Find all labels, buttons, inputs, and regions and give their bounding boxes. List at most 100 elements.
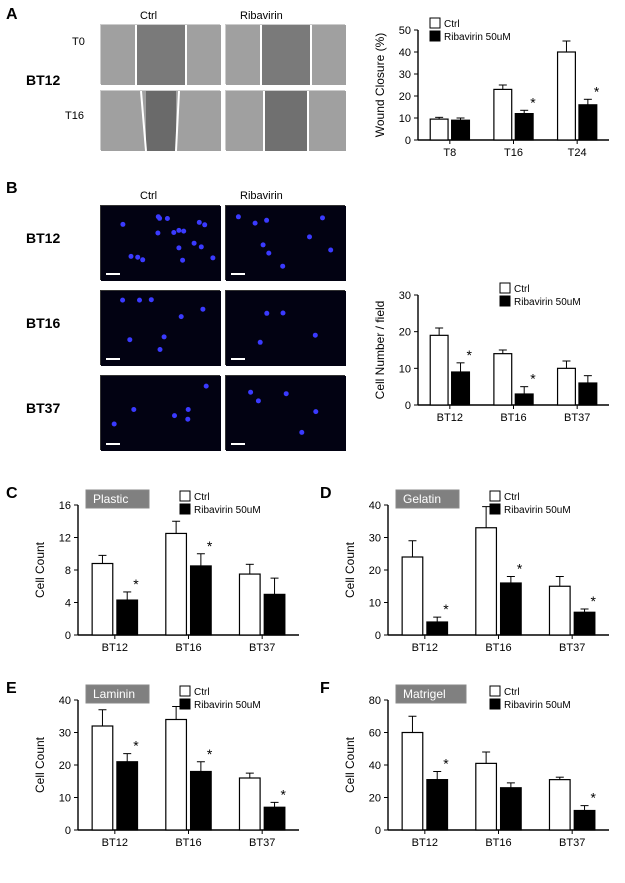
- ctrl-header-b: Ctrl: [140, 190, 157, 202]
- svg-text:80: 80: [369, 695, 381, 707]
- riba-header-b: Ribavirin: [240, 190, 283, 202]
- fluor-riba-bt37: [225, 375, 345, 450]
- svg-text:Cell Count: Cell Count: [33, 541, 47, 598]
- svg-text:8: 8: [65, 565, 71, 577]
- scratch-riba-t0: [225, 24, 345, 84]
- svg-text:50: 50: [399, 25, 411, 37]
- svg-text:20: 20: [399, 327, 411, 339]
- svg-text:10: 10: [399, 113, 411, 125]
- panel-f-label: F: [320, 680, 330, 698]
- panel-c-label: C: [6, 485, 18, 503]
- panel-e-label: E: [6, 680, 17, 698]
- svg-text:T16: T16: [504, 147, 523, 159]
- svg-text:Ribavirin 50uM: Ribavirin 50uM: [194, 505, 261, 516]
- svg-text:BT37: BT37: [249, 837, 275, 849]
- svg-text:*: *: [530, 94, 536, 110]
- fluor-ctrl-bt16: [100, 290, 220, 365]
- svg-text:Ctrl: Ctrl: [504, 687, 520, 698]
- svg-text:Ctrl: Ctrl: [194, 492, 210, 503]
- svg-text:Ribavirin 50uM: Ribavirin 50uM: [194, 700, 261, 711]
- svg-text:10: 10: [59, 793, 71, 805]
- svg-text:Ribavirin 50uM: Ribavirin 50uM: [504, 505, 571, 516]
- svg-text:BT12: BT12: [412, 837, 438, 849]
- svg-text:40: 40: [369, 760, 381, 772]
- svg-text:Ribavirin 50uM: Ribavirin 50uM: [504, 700, 571, 711]
- svg-text:Ctrl: Ctrl: [504, 492, 520, 503]
- svg-text:Ctrl: Ctrl: [194, 687, 210, 698]
- svg-text:Wound Closure (%): Wound Closure (%): [373, 33, 387, 137]
- svg-text:*: *: [443, 601, 449, 617]
- svg-text:*: *: [133, 738, 139, 754]
- svg-text:Cell Count: Cell Count: [343, 736, 357, 793]
- svg-text:BT37: BT37: [559, 837, 585, 849]
- svg-text:0: 0: [405, 400, 411, 412]
- svg-text:40: 40: [399, 47, 411, 59]
- svg-text:BT16: BT16: [175, 837, 201, 849]
- bt12-label-b: BT12: [26, 230, 60, 246]
- svg-text:T8: T8: [443, 147, 456, 159]
- panel-d-label: D: [320, 485, 332, 503]
- t0-label: T0: [72, 36, 85, 48]
- bt37-label-b: BT37: [26, 400, 60, 416]
- svg-text:Cell Count: Cell Count: [33, 736, 47, 793]
- svg-text:Cell Count: Cell Count: [343, 541, 357, 598]
- fluor-ctrl-bt12: [100, 205, 220, 280]
- svg-text:BT12: BT12: [102, 642, 128, 654]
- svg-text:20: 20: [399, 91, 411, 103]
- svg-text:BT16: BT16: [485, 642, 511, 654]
- svg-text:20: 20: [59, 760, 71, 772]
- plastic-chart: 0481216Cell CountPlastic*BT12*BT16BT37Ct…: [30, 485, 305, 665]
- svg-text:Laminin: Laminin: [93, 687, 135, 701]
- svg-text:BT37: BT37: [559, 642, 585, 654]
- svg-text:Ribavirin 50uM: Ribavirin 50uM: [514, 297, 581, 308]
- svg-text:*: *: [591, 790, 597, 806]
- gelatin-chart: 010203040Cell CountGelatin*BT12*BT16*BT3…: [340, 485, 615, 665]
- ctrl-header-a: Ctrl: [140, 10, 157, 22]
- svg-text:30: 30: [369, 533, 381, 545]
- svg-text:*: *: [207, 538, 213, 554]
- svg-text:10: 10: [399, 363, 411, 375]
- svg-text:0: 0: [405, 135, 411, 147]
- svg-text:*: *: [133, 576, 139, 592]
- svg-text:0: 0: [375, 630, 381, 642]
- svg-text:Plastic: Plastic: [93, 492, 128, 506]
- matrigel-chart: 020406080Cell CountMatrigel*BT12BT16*BT3…: [340, 680, 615, 860]
- svg-text:30: 30: [59, 728, 71, 740]
- fluor-riba-bt16: [225, 290, 345, 365]
- panel-a-label: A: [6, 6, 18, 24]
- svg-text:Ctrl: Ctrl: [444, 19, 460, 30]
- svg-text:40: 40: [59, 695, 71, 707]
- riba-header-a: Ribavirin: [240, 10, 283, 22]
- svg-text:*: *: [530, 371, 536, 387]
- svg-text:Ctrl: Ctrl: [514, 284, 530, 295]
- svg-text:30: 30: [399, 290, 411, 302]
- svg-text:Gelatin: Gelatin: [403, 492, 441, 506]
- scratch-ctrl-t0: [100, 24, 220, 84]
- svg-text:Matrigel: Matrigel: [403, 687, 446, 701]
- svg-text:*: *: [443, 756, 449, 772]
- t16-label: T16: [65, 110, 84, 122]
- svg-text:*: *: [207, 746, 213, 762]
- svg-text:BT16: BT16: [485, 837, 511, 849]
- svg-text:*: *: [517, 561, 523, 577]
- svg-text:20: 20: [369, 565, 381, 577]
- laminin-chart: 010203040Cell CountLaminin*BT12*BT16*BT3…: [30, 680, 305, 860]
- cell-number-chart: 0102030Cell Number / field*BT12*BT16BT37…: [370, 275, 615, 435]
- svg-text:40: 40: [369, 500, 381, 512]
- svg-text:*: *: [591, 593, 597, 609]
- svg-text:BT12: BT12: [412, 642, 438, 654]
- svg-text:*: *: [281, 786, 287, 802]
- svg-text:0: 0: [65, 630, 71, 642]
- svg-text:BT12: BT12: [437, 412, 463, 424]
- svg-text:BT12: BT12: [102, 837, 128, 849]
- svg-text:BT37: BT37: [564, 412, 590, 424]
- svg-text:16: 16: [59, 500, 71, 512]
- svg-text:*: *: [467, 347, 473, 363]
- scratch-riba-t16: [225, 90, 345, 150]
- svg-text:12: 12: [59, 533, 71, 545]
- svg-text:20: 20: [369, 793, 381, 805]
- svg-text:60: 60: [369, 728, 381, 740]
- svg-text:30: 30: [399, 69, 411, 81]
- svg-text:BT16: BT16: [175, 642, 201, 654]
- svg-text:BT16: BT16: [500, 412, 526, 424]
